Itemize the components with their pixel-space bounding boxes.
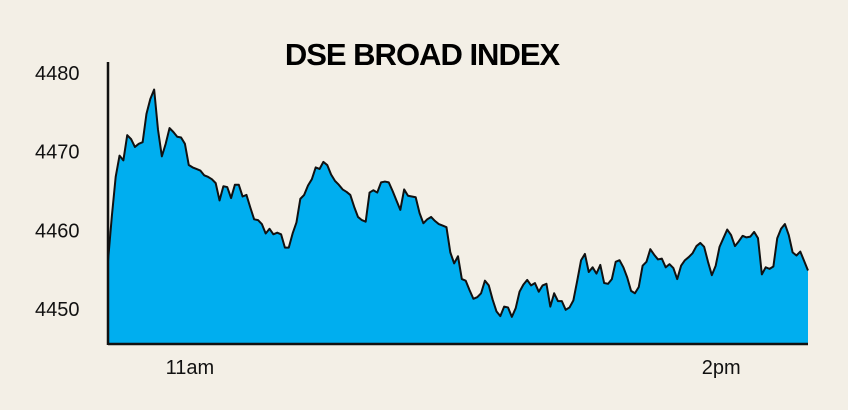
y-tick-label: 4480 (35, 63, 80, 85)
x-tick-labels: 11am 2pm (166, 357, 741, 379)
series-area-layer (107, 88, 809, 345)
x-tick-label: 11am (166, 357, 215, 379)
y-tick-labels: 4450 4460 4470 4480 (35, 63, 80, 321)
chart-title: DSE BROAD INDEX (285, 37, 561, 72)
y-tick-label: 4460 (35, 220, 80, 242)
y-tick-label: 4470 (35, 142, 80, 164)
axes (106, 62, 808, 346)
y-tick-label: 4450 (35, 299, 80, 321)
series-line (107, 88, 809, 318)
x-tick-label: 2pm (702, 357, 741, 379)
series-area (108, 89, 808, 345)
